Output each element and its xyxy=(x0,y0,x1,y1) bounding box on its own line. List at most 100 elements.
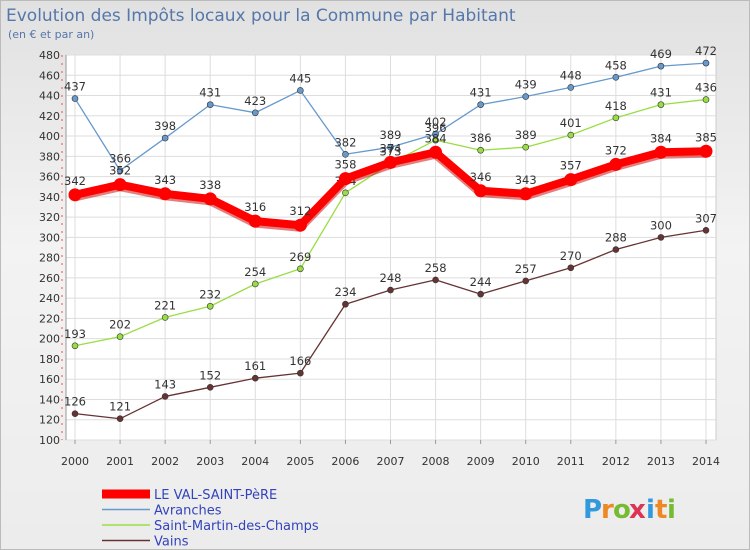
y-tick-label: 380 xyxy=(39,150,60,163)
data-label: 448 xyxy=(560,68,582,82)
data-label: 244 xyxy=(470,275,492,289)
data-point xyxy=(342,189,349,197)
y-tick-label: 100 xyxy=(39,434,60,447)
data-point xyxy=(609,157,623,171)
y-tick-label: 460 xyxy=(39,69,60,82)
data-point xyxy=(297,369,304,377)
y-tick-label: 420 xyxy=(39,110,60,123)
x-tick-label: 2010 xyxy=(512,455,540,468)
data-label: 373 xyxy=(380,144,402,158)
data-label: 338 xyxy=(199,178,221,192)
y-tick-label: 260 xyxy=(39,272,60,285)
data-label: 382 xyxy=(334,135,356,149)
data-point xyxy=(71,95,79,102)
data-label: 343 xyxy=(154,173,176,187)
data-label: 232 xyxy=(199,287,221,301)
data-point xyxy=(657,101,665,108)
data-label: 357 xyxy=(560,159,582,173)
legend: LE VAL-SAINT-PèREAvranchesSaint-Martin-d… xyxy=(102,488,319,550)
y-tick-label: 480 xyxy=(39,49,60,62)
data-point xyxy=(342,150,349,158)
data-point xyxy=(522,277,530,285)
plot-area: 100 120 140 160 180 200 220 240 260 280 300 320 340 3… xyxy=(39,44,720,468)
data-label: 343 xyxy=(515,173,537,187)
data-label: 166 xyxy=(289,354,311,368)
data-point xyxy=(203,192,217,206)
svg-text:x: x xyxy=(629,495,646,525)
data-point xyxy=(612,73,620,81)
data-point xyxy=(477,290,484,298)
data-label: 469 xyxy=(650,47,672,61)
data-label: 396 xyxy=(425,121,447,135)
x-tick-label: 2008 xyxy=(422,455,450,468)
data-label: 312 xyxy=(289,204,311,218)
data-point xyxy=(251,374,259,382)
data-point xyxy=(161,393,169,400)
data-label: 346 xyxy=(470,170,492,184)
svg-text:i: i xyxy=(646,495,655,525)
data-label: 372 xyxy=(605,143,627,157)
x-tick-label: 2012 xyxy=(602,455,630,468)
data-point xyxy=(116,167,124,174)
data-label: 437 xyxy=(64,80,86,94)
data-point xyxy=(702,59,710,67)
data-point xyxy=(657,234,665,241)
svg-text:r: r xyxy=(601,495,614,525)
data-point xyxy=(564,173,578,187)
data-label: 423 xyxy=(244,94,266,108)
data-point xyxy=(161,314,169,321)
x-tick-label: 2013 xyxy=(647,455,675,468)
data-label: 221 xyxy=(154,298,176,312)
data-point xyxy=(429,145,443,159)
data-point xyxy=(68,188,82,202)
data-label: 431 xyxy=(470,86,492,100)
data-label: 121 xyxy=(109,400,131,414)
data-point xyxy=(293,218,307,232)
data-label: 269 xyxy=(289,250,311,264)
data-point xyxy=(474,184,488,198)
x-tick-label: 2007 xyxy=(377,455,405,468)
data-point xyxy=(477,101,484,108)
data-point xyxy=(251,109,259,117)
data-point xyxy=(519,187,533,201)
data-label: 436 xyxy=(695,81,717,95)
data-label: 374 xyxy=(380,141,402,155)
data-point xyxy=(612,246,620,253)
data-point xyxy=(567,264,575,272)
data-label: 254 xyxy=(244,265,266,279)
y-tick-label: 440 xyxy=(39,90,60,103)
y-tick-label: 360 xyxy=(39,171,60,184)
data-label: 389 xyxy=(380,128,402,142)
data-label: 458 xyxy=(605,58,627,72)
data-point xyxy=(702,96,710,103)
legend-label: Saint-Martin-des-Champs xyxy=(154,519,319,534)
data-point xyxy=(432,276,439,284)
data-point xyxy=(612,114,620,122)
x-tick-label: 2001 xyxy=(106,455,134,468)
y-tick-label: 240 xyxy=(39,292,60,305)
data-point xyxy=(338,172,352,186)
y-tick-label: 120 xyxy=(39,414,60,427)
data-label: 152 xyxy=(199,368,221,382)
data-label: 384 xyxy=(650,131,672,145)
data-point xyxy=(522,93,530,100)
data-point xyxy=(206,101,214,108)
data-label: 445 xyxy=(289,71,311,85)
x-tick-label: 2000 xyxy=(61,455,89,468)
data-point xyxy=(116,333,124,340)
y-tick-label: 220 xyxy=(39,312,60,325)
y-tick-label: 160 xyxy=(39,373,60,386)
data-label: 386 xyxy=(470,131,492,145)
data-label: 402 xyxy=(425,115,447,129)
data-point xyxy=(387,143,394,151)
data-point xyxy=(702,226,710,234)
data-point xyxy=(384,155,397,169)
data-point xyxy=(567,131,575,139)
data-label: 300 xyxy=(650,218,672,232)
y-tick-label: 340 xyxy=(39,191,60,204)
data-point xyxy=(206,302,214,310)
data-label: 418 xyxy=(605,99,627,113)
data-point xyxy=(161,134,169,142)
data-point xyxy=(567,84,575,91)
data-label: 234 xyxy=(334,285,356,299)
